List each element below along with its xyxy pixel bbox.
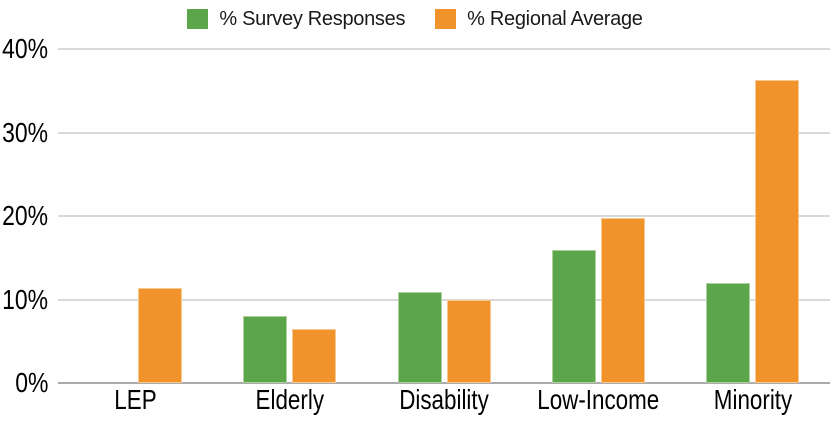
y-tick-label-40: 40% <box>2 33 48 64</box>
legend-item-regional-average: % Regional Average <box>435 7 643 31</box>
bar-regional-average-elderly <box>292 328 337 383</box>
legend-swatch-survey-responses <box>187 9 209 29</box>
x-axis-label: Minority <box>713 384 793 415</box>
x-axis-label: Disability <box>399 384 489 415</box>
x-label-cell-lep: LEP <box>58 384 212 423</box>
x-label-cell-elderly: Elderly <box>212 384 366 423</box>
bars-layer <box>58 49 830 383</box>
bar-regional-average-disability <box>446 300 491 383</box>
y-tick-label-20: 20% <box>2 200 48 231</box>
plot-area <box>58 48 830 384</box>
x-axis-line <box>58 382 830 384</box>
x-axis-label: Low-Income <box>537 384 660 415</box>
x-label-cell-low-income: Low-Income <box>521 384 675 423</box>
legend-label: % Survey Responses <box>219 7 406 30</box>
y-axis-tick-labels: 0% 10% 20% 30% 40% <box>0 35 50 397</box>
x-axis-label: LEP <box>114 384 157 415</box>
y-tick-label-10: 10% <box>2 283 48 315</box>
x-axis-category-labels: LEP Elderly Disability Low-Income Minority <box>58 384 830 423</box>
gridline-10pct <box>58 298 830 301</box>
bar-survey-responses-low-income <box>551 250 596 383</box>
bar-group-low-income <box>521 49 675 383</box>
bar-group-elderly <box>212 49 366 383</box>
bar-group-minority <box>676 49 830 383</box>
bar-regional-average-lep <box>137 287 182 383</box>
gridline-40pct <box>58 48 830 50</box>
bar-survey-responses-elderly <box>243 316 288 383</box>
bar-survey-responses-disability <box>397 292 442 383</box>
x-axis-label: Elderly <box>255 384 324 415</box>
x-label-cell-disability: Disability <box>367 384 521 423</box>
gridline-20pct <box>58 215 830 217</box>
bar-survey-responses-minority <box>706 282 751 383</box>
legend-swatch-regional-average <box>435 9 457 29</box>
bar-group-disability <box>367 49 521 383</box>
chart-legend: % Survey Responses % Regional Average <box>0 2 830 36</box>
gridline-30pct <box>58 131 830 134</box>
legend-item-survey-responses: % Survey Responses <box>187 8 405 31</box>
x-label-cell-minority: Minority <box>676 384 830 423</box>
bar-group-lep <box>58 49 212 383</box>
bar-regional-average-low-income <box>600 217 645 383</box>
y-tick-label-0: 0% <box>14 367 48 398</box>
legend-label: % Regional Average <box>467 7 643 30</box>
bar-regional-average-minority <box>755 79 800 383</box>
y-tick-label-30: 30% <box>2 116 48 148</box>
